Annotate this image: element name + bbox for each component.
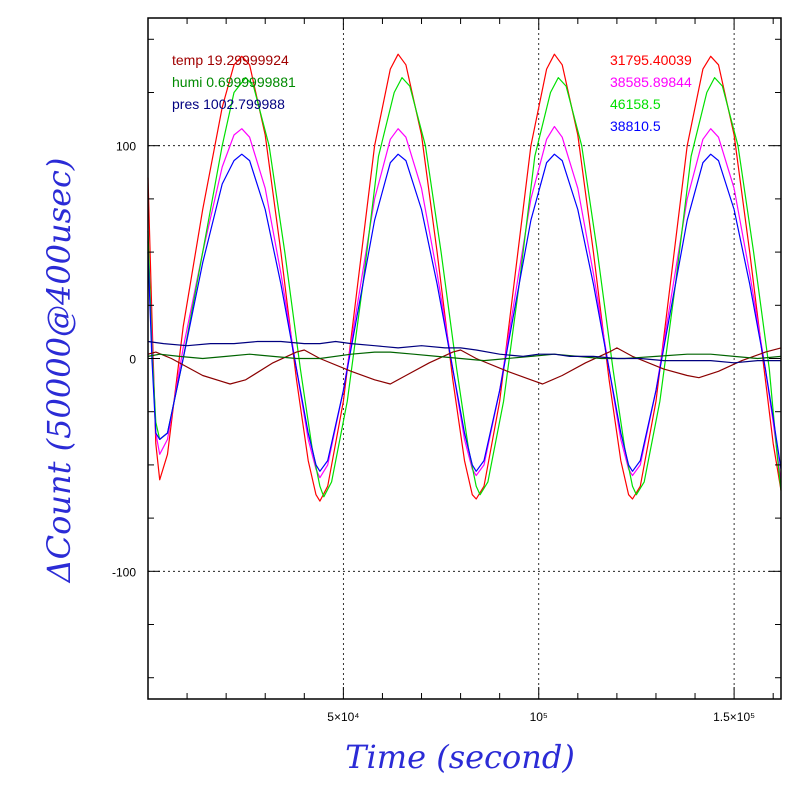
legend: temp 19.29999924 humi 0.6999999881 pres 10… bbox=[172, 52, 692, 134]
legend-left-entry: temp 19.29999924 bbox=[172, 52, 289, 68]
series-line bbox=[147, 53, 782, 502]
legend-right-entry: 46158.5 bbox=[610, 96, 661, 112]
series-line bbox=[147, 340, 781, 364]
legend-left-entry: humi 0.6999999881 bbox=[172, 74, 296, 90]
x-tick-label: 1.5×10⁵ bbox=[713, 710, 755, 724]
legend-right-entry: 38810.5 bbox=[610, 118, 661, 134]
grid-lines bbox=[148, 18, 781, 699]
series-line bbox=[147, 125, 782, 482]
legend-right-entry: 31795.40039 bbox=[610, 52, 692, 68]
series-line bbox=[147, 153, 782, 472]
series-line bbox=[147, 347, 782, 385]
y-tick-label: 100 bbox=[116, 140, 136, 154]
legend-right-entry: 38585.89844 bbox=[610, 74, 692, 90]
y-tick-label: -100 bbox=[112, 565, 136, 579]
series-layer bbox=[147, 53, 782, 502]
y-axis-title: ΔCount (50000@400usec) bbox=[40, 158, 78, 585]
x-tick-label: 5×10⁴ bbox=[327, 710, 359, 724]
series-line bbox=[147, 351, 782, 362]
legend-left-entry: pres 1002.799988 bbox=[172, 96, 285, 112]
x-tick-label: 10⁵ bbox=[530, 710, 548, 724]
x-axis-title: Time (second) bbox=[345, 738, 575, 776]
tick-marks bbox=[148, 18, 781, 699]
tick-labels: 5×10⁴ 10⁵ 1.5×10⁵ 100 0 -100 bbox=[112, 140, 755, 724]
y-tick-label: 0 bbox=[129, 353, 136, 367]
